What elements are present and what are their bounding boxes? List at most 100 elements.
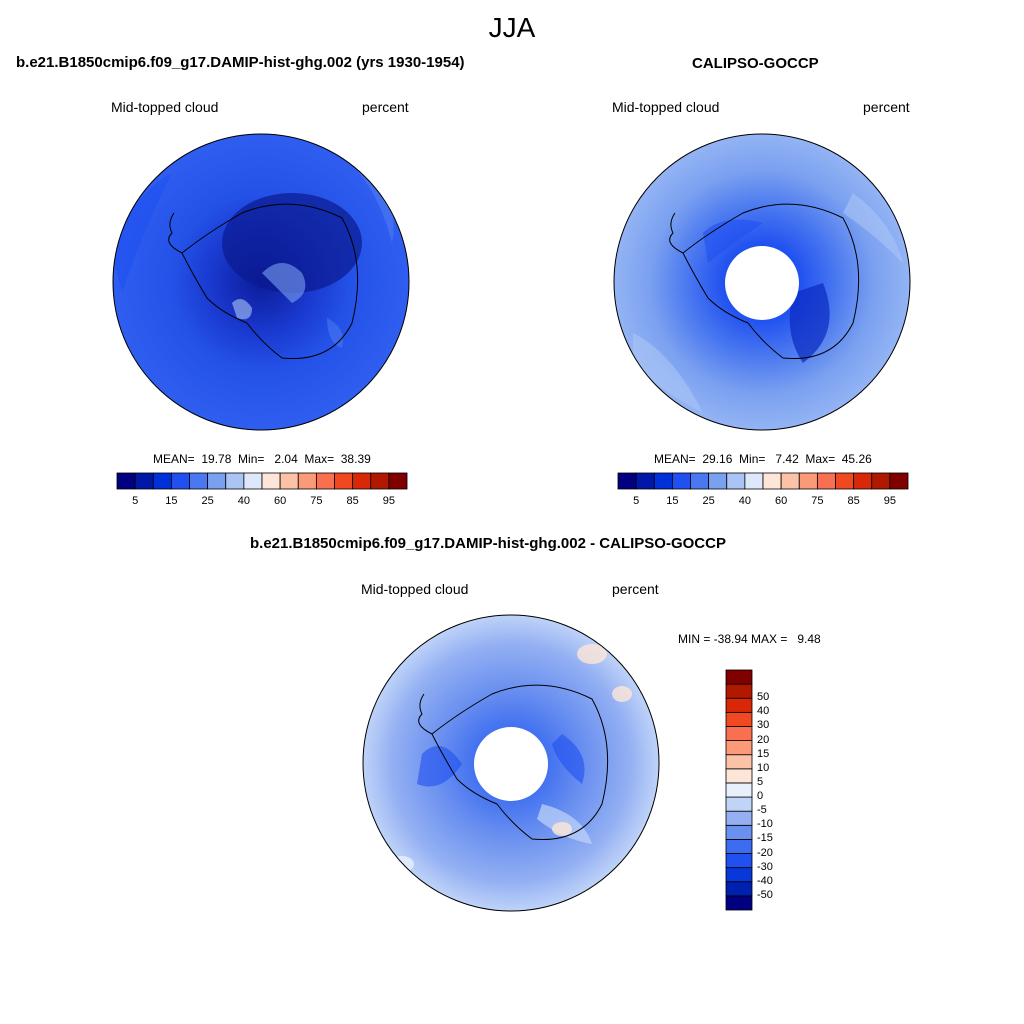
- colorbar-swatch: [725, 740, 753, 756]
- colorbar-swatch: [690, 472, 710, 490]
- colorbar-swatch: [370, 472, 390, 490]
- colorbar-tick-label: 50: [757, 691, 770, 704]
- colorbar-swatch: [725, 810, 753, 826]
- colorbar-swatch: [653, 472, 673, 490]
- colorbar-tick-label: 15: [165, 495, 178, 507]
- colorbar-swatch: [725, 754, 753, 770]
- panel1-title: b.e21.B1850cmip6.f09_g17.DAMIP-hist-ghg.…: [16, 54, 465, 71]
- colorbar-swatch: [725, 839, 753, 854]
- colorbar-swatch: [798, 472, 818, 490]
- panel1-stats: MEAN= 19.78 Min= 2.04 Max= 38.39: [153, 452, 371, 466]
- colorbar-swatch: [207, 472, 227, 490]
- colorbar-tick-label: -5: [757, 804, 767, 817]
- panel3-title: b.e21.B1850cmip6.f09_g17.DAMIP-hist-ghg.…: [250, 535, 726, 552]
- panel1-variable: Mid-topped cloud: [111, 99, 219, 115]
- colorbar-swatch: [744, 472, 764, 490]
- colorbar-swatch: [388, 472, 408, 490]
- colorbar-tick-label: 5: [633, 495, 640, 507]
- colorbar-swatch: [152, 472, 172, 490]
- colorbar-tick-label: 10: [757, 761, 770, 774]
- colorbar-tick-label: -40: [757, 874, 773, 887]
- panel1-map: [112, 133, 410, 431]
- colorbar-swatch: [671, 472, 691, 490]
- colorbar-swatch: [334, 472, 354, 490]
- colorbar-tick-label: 25: [201, 495, 214, 507]
- colorbar-swatch: [725, 824, 753, 840]
- colorbar-tick-label: 95: [883, 495, 896, 507]
- colorbar-tick-label: 20: [757, 733, 770, 746]
- panel1-colorbar-labels: 5 15 25 40 60 75 85 95: [117, 495, 407, 509]
- colorbar-swatch: [725, 726, 753, 741]
- colorbar-swatch: [635, 472, 655, 490]
- colorbar-swatch: [261, 472, 281, 490]
- panel3-units: percent: [612, 581, 659, 597]
- colorbar-tick-label: -50: [757, 888, 773, 901]
- colorbar-swatch: [725, 853, 753, 869]
- colorbar-tick-label: -15: [757, 832, 773, 845]
- colorbar-swatch: [725, 867, 753, 883]
- panel3-map: [362, 614, 660, 912]
- colorbar-tick-label: 40: [237, 495, 250, 507]
- colorbar-swatch: [725, 895, 753, 911]
- colorbar-tick-label: 0: [757, 790, 764, 803]
- colorbar-swatch: [762, 472, 782, 490]
- colorbar-swatch: [225, 472, 245, 490]
- colorbar-swatch: [617, 472, 637, 490]
- panel3-colorbar-labels: -50 -40 -30 -20 -15 -10 -5 0 5 10 15 20 30 40 50: [757, 670, 787, 910]
- colorbar-swatch: [780, 472, 800, 490]
- colorbar-swatch: [725, 881, 753, 897]
- colorbar-tick-label: -30: [757, 860, 773, 873]
- colorbar-swatch: [726, 472, 746, 490]
- colorbar-swatch: [315, 472, 335, 490]
- colorbar-swatch: [871, 472, 891, 490]
- colorbar-swatch: [725, 711, 753, 727]
- panel2-variable: Mid-topped cloud: [612, 99, 720, 115]
- colorbar-tick-label: 5: [132, 495, 139, 507]
- panel1-colorbar: [116, 472, 408, 490]
- colorbar-tick-label: 60: [775, 495, 788, 507]
- colorbar-tick-label: 30: [757, 719, 770, 732]
- panel2-colorbar: [617, 472, 909, 490]
- panel2-title: CALIPSO-GOCCP: [692, 55, 819, 72]
- figure-title: JJA: [488, 12, 536, 43]
- colorbar-tick-label: -10: [757, 818, 773, 831]
- colorbar-tick-label: 75: [310, 495, 323, 507]
- colorbar-swatch: [835, 472, 855, 490]
- colorbar-swatch: [297, 472, 317, 490]
- colorbar-swatch: [189, 472, 209, 490]
- colorbar-swatch: [725, 697, 753, 713]
- colorbar-tick-label: 60: [274, 495, 287, 507]
- panel1-units: percent: [362, 99, 409, 115]
- panel3-stats: MIN = -38.94 MAX = 9.48: [678, 632, 821, 646]
- colorbar-tick-label: 85: [847, 495, 860, 507]
- colorbar-swatch: [134, 472, 154, 490]
- colorbar-swatch: [725, 796, 753, 812]
- colorbar-tick-label: 40: [757, 705, 770, 718]
- colorbar-swatch: [725, 669, 753, 685]
- panel2-units: percent: [863, 99, 910, 115]
- panel2-stats: MEAN= 29.16 Min= 7.42 Max= 45.26: [654, 452, 872, 466]
- colorbar-swatch: [816, 472, 836, 490]
- colorbar-tick-label: 15: [757, 747, 770, 760]
- colorbar-swatch: [116, 472, 136, 490]
- colorbar-swatch: [243, 472, 263, 490]
- colorbar-swatch: [725, 683, 753, 699]
- panel2-map: [613, 133, 911, 431]
- colorbar-tick-label: 15: [666, 495, 679, 507]
- panel2-colorbar-labels: 5 15 25 40 60 75 85 95: [618, 495, 908, 509]
- colorbar-swatch: [725, 782, 753, 798]
- colorbar-swatch: [708, 472, 728, 490]
- colorbar-tick-label: 25: [702, 495, 715, 507]
- colorbar-tick-label: 40: [738, 495, 751, 507]
- colorbar-swatch: [889, 472, 909, 490]
- colorbar-swatch: [170, 472, 190, 490]
- colorbar-tick-label: 5: [757, 775, 764, 788]
- colorbar-swatch: [352, 472, 372, 490]
- colorbar-swatch: [279, 472, 299, 490]
- colorbar-tick-label: 85: [346, 495, 359, 507]
- colorbar-tick-label: 75: [811, 495, 824, 507]
- panel3-colorbar: [725, 669, 753, 911]
- colorbar-tick-label: 95: [382, 495, 395, 507]
- colorbar-swatch: [853, 472, 873, 490]
- colorbar-swatch: [725, 768, 753, 784]
